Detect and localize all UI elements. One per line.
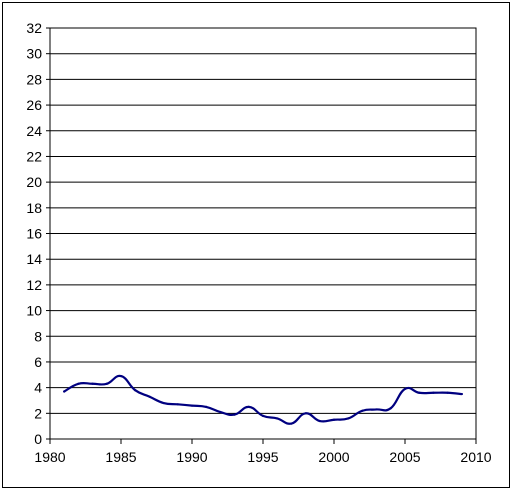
series-layer bbox=[63, 374, 463, 425]
y-tick-label: 6 bbox=[34, 354, 42, 370]
y-tick-label: 0 bbox=[34, 431, 42, 447]
y-tick-label: 20 bbox=[26, 174, 42, 190]
y-tick-label: 26 bbox=[26, 97, 42, 113]
y-tick-label: 12 bbox=[26, 277, 42, 293]
y-tick-label: 10 bbox=[26, 303, 42, 319]
chart-frame: 0 2 4 6 8 10 12 14 16 18 20 22 24 26 28 30 32 1980 1985 19… bbox=[2, 2, 510, 488]
data-point bbox=[233, 413, 236, 416]
data-point bbox=[261, 414, 265, 417]
data-point bbox=[219, 410, 222, 414]
data-point bbox=[432, 391, 435, 394]
data-point bbox=[361, 409, 364, 412]
data-point bbox=[276, 417, 279, 420]
data-point bbox=[332, 418, 336, 421]
data-point bbox=[176, 403, 179, 406]
data-point bbox=[91, 382, 94, 385]
x-axis: 1980 1985 1990 1995 2000 2005 2010 bbox=[34, 439, 492, 465]
data-point bbox=[205, 405, 208, 408]
y-tick-label: 24 bbox=[26, 123, 42, 139]
y-tick-label: 28 bbox=[26, 71, 42, 87]
x-tick-label: 1980 bbox=[34, 449, 65, 465]
y-tick-label: 30 bbox=[26, 46, 42, 62]
data-point bbox=[375, 408, 378, 411]
x-tick-label: 2010 bbox=[460, 449, 491, 465]
data-point bbox=[403, 387, 407, 391]
x-tick-label: 1985 bbox=[105, 449, 136, 465]
data-point bbox=[162, 401, 165, 405]
data-point bbox=[460, 392, 463, 396]
data-point bbox=[389, 407, 392, 410]
data-point bbox=[190, 404, 194, 407]
data-point bbox=[418, 391, 421, 394]
y-tick-label: 14 bbox=[26, 251, 42, 267]
x-tick-label: 2005 bbox=[389, 449, 420, 465]
data-point bbox=[148, 395, 151, 398]
data-point bbox=[134, 389, 137, 392]
data-point bbox=[63, 390, 66, 393]
x-tick-label: 2000 bbox=[318, 449, 349, 465]
data-point bbox=[247, 405, 250, 408]
y-tick-label: 32 bbox=[26, 20, 42, 36]
x-tick-label: 1990 bbox=[176, 449, 207, 465]
data-point bbox=[304, 412, 307, 415]
y-tick-label: 8 bbox=[34, 328, 42, 344]
data-point bbox=[318, 419, 321, 423]
y-tick-label: 2 bbox=[34, 405, 42, 421]
data-point bbox=[347, 417, 350, 420]
y-tick-label: 16 bbox=[26, 226, 42, 242]
data-point bbox=[446, 391, 449, 394]
data-point bbox=[77, 382, 80, 385]
data-point bbox=[290, 422, 293, 425]
data-point bbox=[105, 382, 108, 385]
data-point bbox=[119, 374, 123, 378]
y-tick-label: 4 bbox=[34, 380, 42, 396]
y-tick-label: 18 bbox=[26, 200, 42, 216]
x-tick-label: 1995 bbox=[247, 449, 278, 465]
y-tick-label: 22 bbox=[26, 148, 42, 164]
